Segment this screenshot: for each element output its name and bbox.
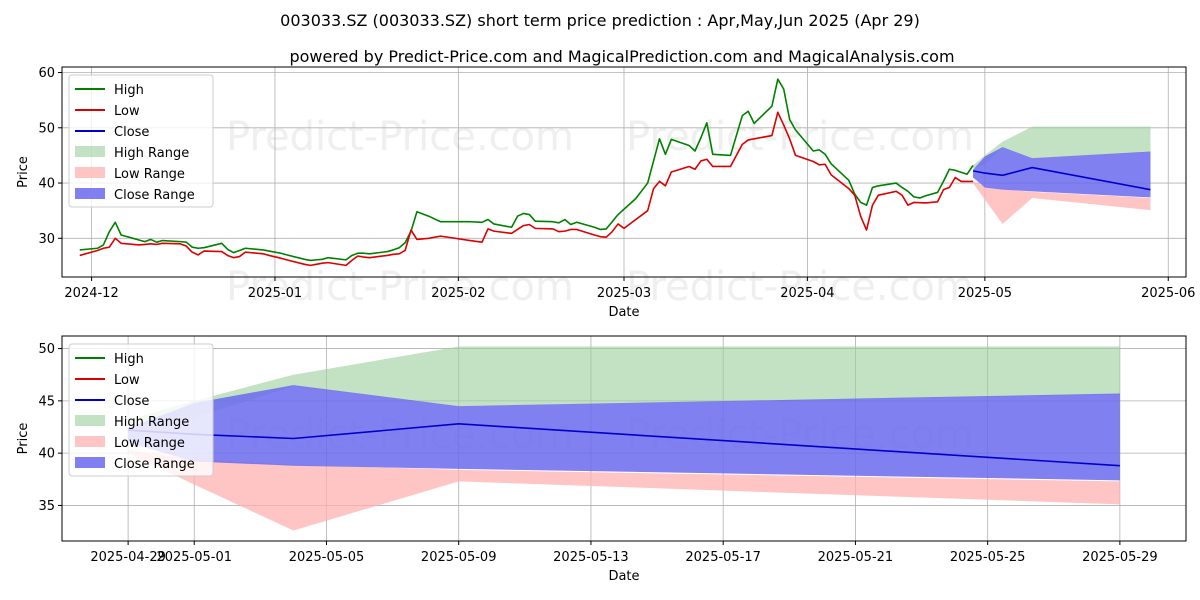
plot-area: [128, 346, 1120, 531]
legend-label-close: Close: [114, 394, 149, 409]
y-tick-label: 35: [38, 499, 55, 514]
x-tick-label: 2025-05-09: [421, 550, 497, 565]
chart-legend: High Low Close High Range Low Range Close Ran…: [68, 74, 214, 208]
y-tick-label: 40: [38, 177, 55, 192]
legend-swatch-high-range: [75, 415, 105, 426]
legend-swatch-low-range: [75, 167, 105, 178]
high-range-band: [973, 126, 1151, 169]
legend-label-low-range: Low Range: [114, 167, 185, 182]
legend-swatch-high-range: [75, 146, 105, 157]
axes-frame: [61, 335, 1187, 542]
x-tick-label: 2025-05-29: [1082, 550, 1158, 565]
x-tick-label: 2025-05-05: [289, 550, 365, 565]
chart-legend: High Low Close High Range Low Range Close Ran…: [68, 343, 214, 477]
legend-swatch-low-range: [75, 436, 105, 447]
forecast-chart-panel: Predict-Price.comPredict-Price.com354045…: [16, 335, 1187, 584]
y-axis-label: Price: [16, 423, 31, 455]
legend-label-close-range: Close Range: [114, 188, 195, 203]
watermark-text: Predict-Price.com: [226, 264, 574, 310]
x-tick-label: 2025-02: [431, 286, 485, 301]
close-series-line: [972, 166, 1151, 191]
legend-label-high: High: [114, 83, 144, 98]
x-tick-label: 2025-05-13: [553, 550, 629, 565]
x-tick-label: 2025-05-17: [685, 550, 761, 565]
legend-label-close-range: Close Range: [114, 457, 195, 472]
x-tick-label: 2025-06: [1141, 286, 1195, 301]
x-axis-label: Date: [608, 569, 639, 584]
y-tick-label: 30: [38, 232, 55, 247]
history-chart-panel: Predict-Price.com Predict-Price.com Predic…: [16, 66, 1195, 320]
x-tick-label: 2025-04: [780, 286, 834, 301]
legend-label-high: High: [114, 352, 144, 367]
watermark-text: Predict-Price.com: [626, 264, 974, 310]
high-range-band: [128, 346, 1120, 426]
legend-label-high-range: High Range: [114, 415, 189, 430]
x-tick-label: 2025-04-29: [90, 550, 166, 565]
low-range-band: [973, 181, 1151, 224]
low-range-band: [128, 450, 1120, 531]
low-series-line: [79, 111, 974, 267]
x-tick-label: 2025-03: [597, 286, 651, 301]
legend-label-low: Low: [114, 104, 140, 119]
x-tick-label: 2025-01: [248, 286, 302, 301]
y-tick-label: 45: [38, 394, 55, 409]
chart-subtitle: powered by Predict-Price.com and Magical…: [289, 47, 954, 66]
legend-swatch-close-range: [75, 457, 105, 468]
x-tick-label: 2025-05-25: [950, 550, 1026, 565]
x-tick-label: 2024-12: [64, 286, 118, 301]
plot-area: [79, 78, 1151, 267]
legend-label-low: Low: [114, 373, 140, 388]
close-range-band: [973, 147, 1151, 198]
watermark-text: Predict-Price.com: [626, 114, 974, 160]
legend-label-low-range: Low Range: [114, 436, 185, 451]
y-tick-label: 40: [38, 447, 55, 462]
x-tick-label: 2025-05-01: [156, 550, 232, 565]
y-tick-label: 50: [38, 121, 55, 136]
legend-label-close: Close: [114, 125, 149, 140]
x-tick-label: 2025-05: [958, 286, 1012, 301]
watermark-text: Predict-Price.com: [226, 114, 574, 160]
x-tick-label: 2025-05-21: [818, 550, 894, 565]
x-axis-label: Date: [608, 305, 639, 320]
close-range-band: [128, 385, 1120, 481]
legend-label-high-range: High Range: [114, 146, 189, 161]
chart-title: 003033.SZ (003033.SZ) short term price p…: [280, 11, 920, 30]
legend-swatch-close-range: [75, 188, 105, 199]
y-tick-label: 50: [38, 342, 55, 357]
high-series-line: [79, 78, 974, 262]
y-axis-label: Price: [16, 156, 31, 188]
y-tick-label: 60: [38, 66, 55, 81]
